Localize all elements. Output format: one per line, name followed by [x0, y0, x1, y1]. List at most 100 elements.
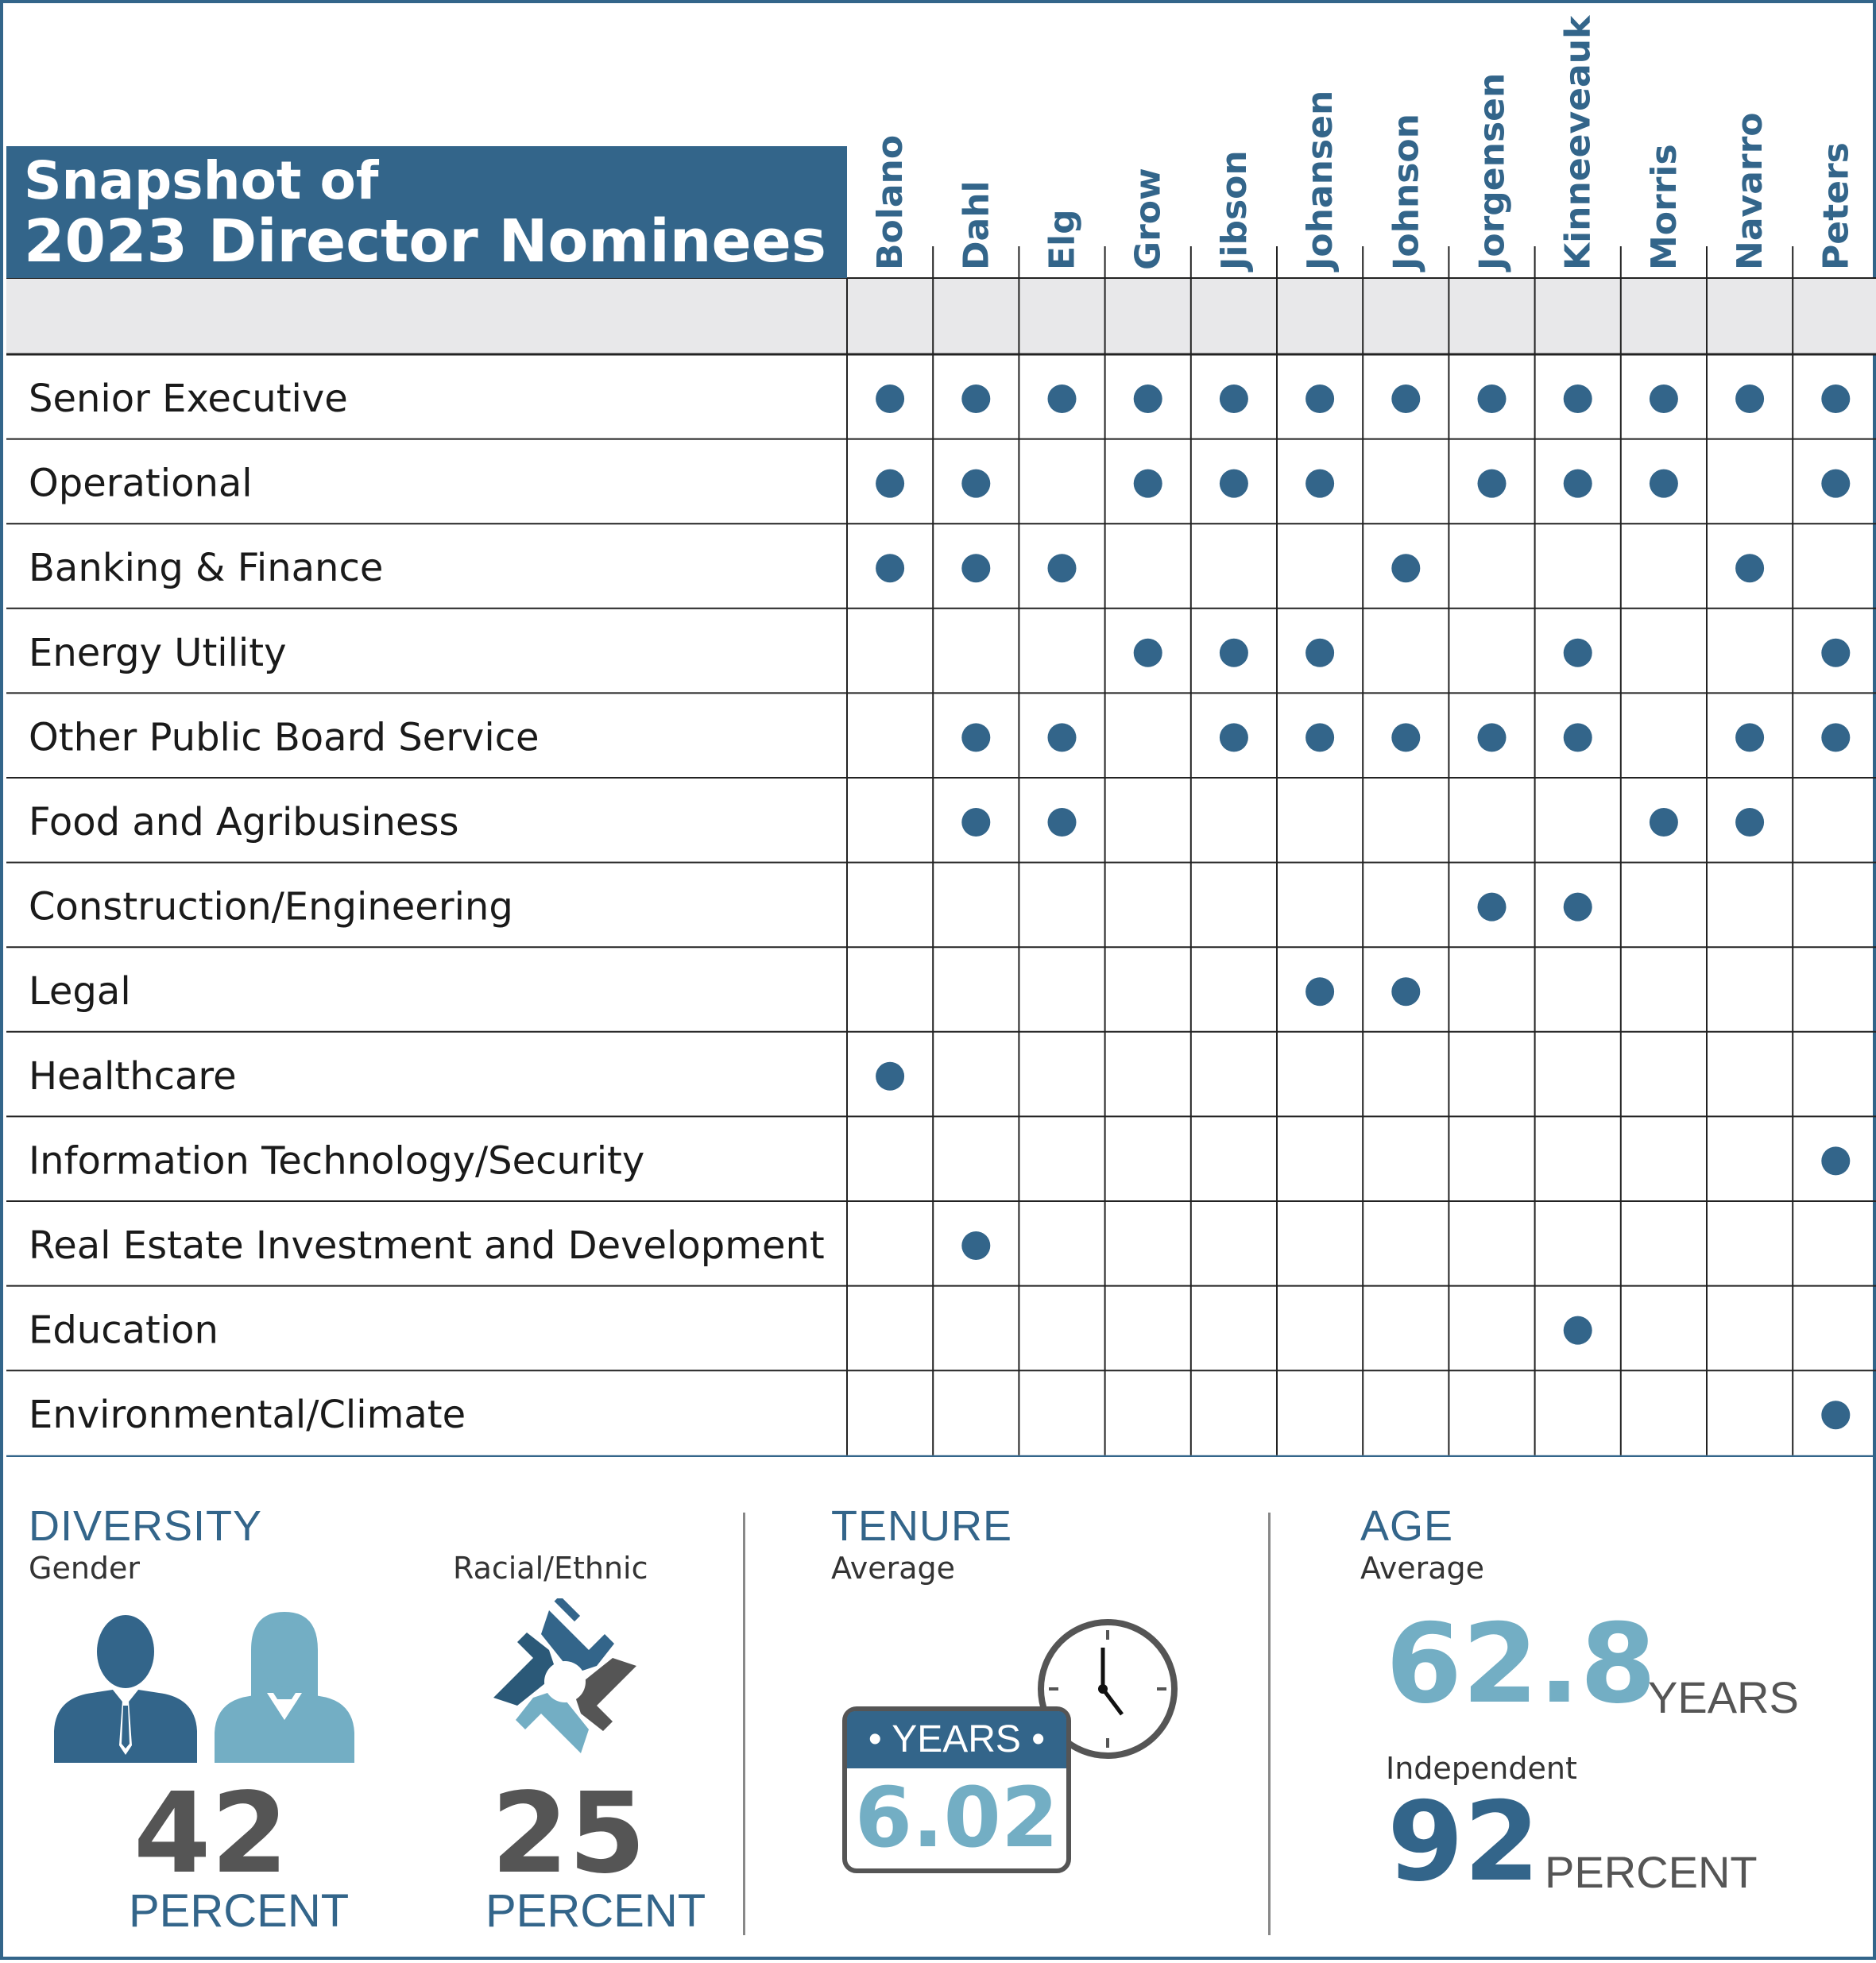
age-value: 62.8	[1386, 1600, 1657, 1728]
skill-dot	[1305, 723, 1335, 752]
skill-dot	[1219, 384, 1248, 413]
column-name-jorgensen: Jorgensen	[1472, 73, 1513, 272]
age-title: AGE	[1360, 1502, 1454, 1550]
tenure-badge-label: • YEARS •	[868, 1718, 1046, 1760]
column-name-kinneeveauk: Kinneeveauk	[1558, 14, 1599, 270]
skill-dot	[1133, 638, 1162, 667]
skill-dot	[1563, 469, 1592, 498]
skill-dot	[1563, 723, 1592, 752]
column-name-peters: Peters	[1816, 142, 1856, 270]
age-sub: Average	[1360, 1551, 1485, 1586]
title-line-2: 2023 Director Nominees	[24, 207, 826, 276]
skill-dot	[961, 384, 991, 413]
skill-dot	[1821, 469, 1851, 498]
skill-dot	[1219, 638, 1248, 667]
skill-dot	[876, 384, 905, 413]
column-name-jibson: Jibson	[1214, 150, 1255, 272]
skill-dot	[1821, 1146, 1851, 1176]
column-name-morris: Morris	[1644, 144, 1685, 270]
skill-dot	[1133, 469, 1162, 498]
racial-percent-value: 25	[491, 1769, 646, 1899]
row-label: Construction/Engineering	[29, 885, 513, 929]
clock-icon	[1038, 1619, 1178, 1759]
skill-dot	[1305, 638, 1335, 667]
column-name-johansen: Johansen	[1300, 91, 1340, 272]
column-name-bolano: Bolano	[870, 135, 911, 270]
skill-dot	[1477, 723, 1507, 752]
skill-dot	[1563, 892, 1592, 922]
skill-dot	[1047, 723, 1077, 752]
skill-dot	[1047, 384, 1077, 413]
skill-dot	[1649, 384, 1678, 413]
skill-dot	[1477, 469, 1507, 498]
skill-dot	[961, 808, 991, 837]
skill-dot	[1391, 723, 1421, 752]
skill-dot	[1133, 384, 1162, 413]
header-band	[6, 278, 1876, 354]
row-label: Legal	[29, 969, 131, 1014]
title-box: Snapshot of 2023 Director Nominees	[6, 146, 847, 278]
skills-matrix: Bolano Dahl Elg Grow Jibson Johansen Johnson Jo…	[6, 14, 1876, 1457]
skill-dot	[1477, 892, 1507, 922]
row-label: Energy Utility	[29, 631, 287, 675]
skill-dot	[1391, 384, 1421, 413]
skill-dot	[876, 1061, 905, 1091]
row-label: Banking & Finance	[29, 546, 383, 590]
skill-dot	[961, 469, 991, 498]
divider-1	[743, 1513, 745, 1935]
row-label: Environmental/Climate	[29, 1393, 466, 1437]
skill-dot	[1821, 638, 1851, 667]
column-name-navarro: Navarro	[1730, 112, 1770, 270]
row-label: Food and Agribusiness	[29, 800, 459, 844]
skill-dot	[876, 469, 905, 498]
column-name-johnson: Johnson	[1386, 114, 1426, 272]
row-label: Operational	[29, 462, 253, 506]
skill-dot	[1391, 977, 1421, 1007]
tenure-badge: • YEARS • 6.02	[842, 1706, 1071, 1873]
racial-percent-unit: PERCENT	[485, 1885, 706, 1937]
gender-percent-unit: PERCENT	[129, 1885, 350, 1937]
skill-dot	[1821, 723, 1851, 752]
skill-dot	[1735, 723, 1765, 752]
tenure-sub: Average	[831, 1551, 956, 1586]
woman-icon	[215, 1612, 354, 1763]
skill-dot	[1219, 469, 1248, 498]
skill-dot	[961, 554, 991, 583]
man-icon	[54, 1615, 197, 1763]
stats-panel: DIVERSITY Gender Racial/Ethnic	[3, 1457, 1876, 1963]
independent-label: Independent	[1386, 1751, 1577, 1786]
row-label: Real Estate Investment and Development	[29, 1223, 825, 1268]
divider-2	[1268, 1513, 1271, 1935]
gender-percent-value: 42	[133, 1769, 288, 1899]
skill-dot	[1047, 808, 1077, 837]
skill-dot	[1735, 554, 1765, 583]
gender-label: Gender	[29, 1551, 141, 1586]
skill-dot	[1649, 808, 1678, 837]
skill-dot	[1219, 723, 1248, 752]
row-label: Information Technology/Security	[29, 1138, 644, 1183]
column-name-dahl: Dahl	[956, 180, 996, 270]
skill-dot	[1305, 384, 1335, 413]
row-label: Education	[29, 1308, 219, 1353]
column-name-elg: Elg	[1042, 209, 1083, 270]
tenure-value: 6.02	[854, 1769, 1059, 1866]
row-label: Other Public Board Service	[29, 715, 540, 759]
skill-dot	[1563, 1316, 1592, 1345]
skill-dot	[1305, 469, 1335, 498]
skill-dot	[1563, 384, 1592, 413]
column-name-grow: Grow	[1128, 168, 1169, 270]
hands-icon	[493, 1598, 636, 1753]
gender-people-icon	[54, 1612, 354, 1763]
skill-dot	[1821, 1401, 1851, 1430]
title-line-1: Snapshot of	[24, 150, 379, 211]
skill-dot	[1649, 469, 1678, 498]
skill-dot	[1563, 638, 1592, 667]
tenure-title: TENURE	[831, 1502, 1013, 1550]
racial-label: Racial/Ethnic	[453, 1551, 648, 1586]
age-unit: YEARS	[1648, 1672, 1799, 1722]
skill-dot	[1305, 977, 1335, 1007]
skill-dot	[1735, 808, 1765, 837]
skill-dot	[1047, 554, 1077, 583]
independent-value: 92	[1387, 1778, 1541, 1906]
